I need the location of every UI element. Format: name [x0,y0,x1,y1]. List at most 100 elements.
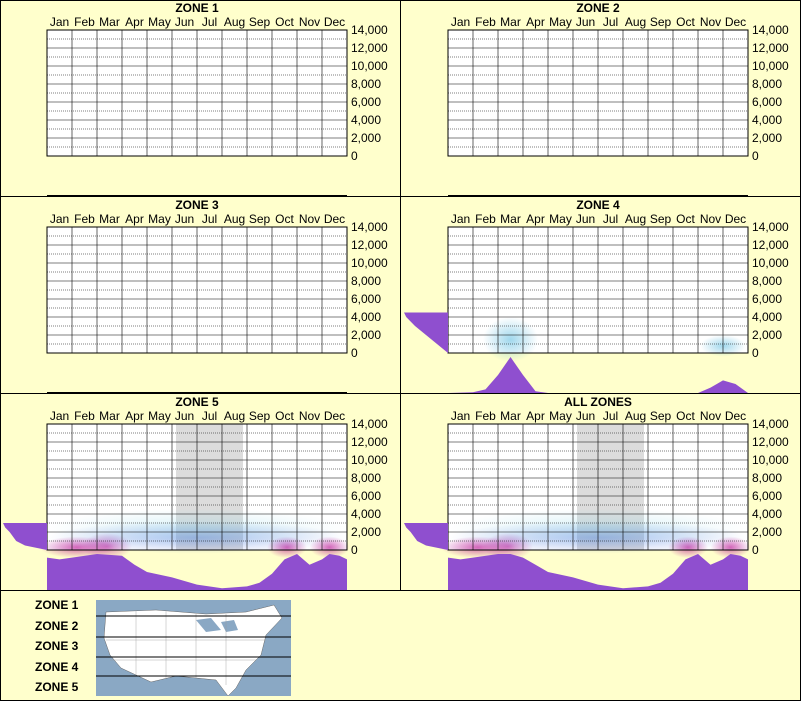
month-label: Nov [298,409,321,423]
month-label: May [148,409,171,423]
y-tick-label: 0 [752,149,759,163]
y-tick-label: 14,000 [752,220,789,234]
month-label: Aug [223,212,246,226]
month-label: Aug [624,409,647,423]
y-tick-label: 2,000 [351,328,382,342]
zone-5-chart [3,423,350,590]
month-label: Sep [649,15,672,29]
zone-title: ZONE 2 [576,1,620,15]
zone-1-chart [46,29,348,196]
month-label: Jan [49,15,70,29]
month-label: Oct [676,409,695,423]
month-label: Sep [649,409,672,423]
zone-title: ZONE 5 [175,395,219,409]
y-tick-label: 4,000 [351,310,382,324]
month-label: Feb [74,212,95,226]
month-label: Jul [201,409,218,423]
y-tick-label: 0 [752,346,759,360]
month-label: Mar [99,15,120,29]
month-label: Jan [49,409,70,423]
y-tick-label: 4,000 [351,507,382,521]
zone-title: ZONE 1 [175,1,219,15]
y-tick-label: 6,000 [351,489,382,503]
month-label: Apr [526,212,545,226]
zone-4-chart [404,226,749,393]
y-tick-label: 6,000 [351,292,382,306]
y-tick-label: 8,000 [752,77,783,91]
month-label: Nov [699,409,722,423]
legend-zone-label: ZONE 2 [35,618,79,633]
month-label: Jul [602,409,619,423]
y-tick-label: 8,000 [752,274,783,288]
month-label: Apr [526,15,545,29]
month-label: Apr [125,212,144,226]
plot-frame [447,423,749,551]
month-label: Aug [223,409,246,423]
all-zones-chart [404,423,751,590]
y-tick-label: 10,000 [351,59,388,73]
month-label: Oct [676,212,695,226]
month-label: Oct [275,212,294,226]
zone-title: ZONE 3 [175,198,219,212]
plot-frame [46,423,348,551]
y-tick-label: 0 [752,543,759,557]
month-label: Dec [724,409,747,423]
plot-frame [447,226,749,354]
y-tick-label: 2,000 [752,328,783,342]
y-tick-label: 0 [351,149,358,163]
month-label: Jul [201,212,218,226]
month-label: Aug [624,212,647,226]
month-label: Jun [575,409,596,423]
month-label: Dec [323,15,346,29]
month-label: May [549,212,572,226]
month-label: Oct [275,15,294,29]
y-tick-label: 2,000 [351,131,382,145]
month-label: Jul [602,212,619,226]
y-tick-label: 12,000 [752,41,789,55]
y-tick-label: 12,000 [752,435,789,449]
y-tick-label: 8,000 [351,274,382,288]
month-label: May [549,15,572,29]
y-tick-label: 14,000 [351,417,388,431]
month-label: Jun [575,212,596,226]
y-tick-label: 0 [351,346,358,360]
zone-title: ZONE 4 [576,198,620,212]
month-label: Jul [201,15,218,29]
month-label: Sep [248,212,271,226]
y-tick-label: 12,000 [351,41,388,55]
month-label: Feb [475,15,496,29]
y-tick-label: 12,000 [351,435,388,449]
month-label: May [148,212,171,226]
month-label: Mar [500,409,521,423]
elevation-profile [404,523,448,550]
zone-3-chart [46,226,348,393]
month-label: Dec [323,409,346,423]
month-label: May [549,409,572,423]
month-label: Jan [450,212,471,226]
y-tick-label: 12,000 [351,238,388,252]
y-tick-label: 10,000 [351,453,388,467]
month-label: Dec [724,15,747,29]
y-tick-label: 6,000 [752,489,783,503]
month-label: Jan [450,15,471,29]
plot-frame [447,29,749,157]
month-label: Sep [649,212,672,226]
monthly-density [448,357,748,393]
month-label: Sep [248,409,271,423]
month-label: Nov [699,212,722,226]
y-tick-label: 6,000 [752,95,783,109]
y-tick-label: 14,000 [351,23,388,37]
monthly-density [448,554,748,590]
y-tick-label: 6,000 [351,95,382,109]
y-tick-label: 14,000 [752,23,789,37]
elevation-profile [404,312,448,353]
y-tick-label: 2,000 [351,525,382,539]
plot-frame [46,226,348,354]
y-tick-label: 2,000 [752,131,783,145]
y-tick-label: 6,000 [752,292,783,306]
month-label: Nov [699,15,722,29]
month-label: Dec [724,212,747,226]
y-tick-label: 10,000 [752,59,789,73]
monthly-density [47,554,347,590]
legend-zone-label: ZONE 1 [35,598,79,612]
